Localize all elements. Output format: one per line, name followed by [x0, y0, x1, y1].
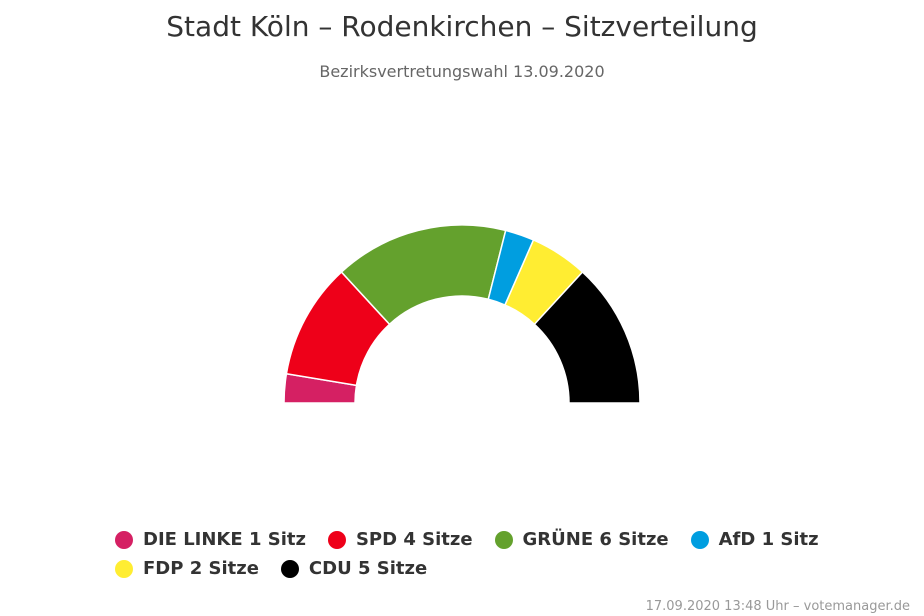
legend-swatch — [327, 530, 346, 549]
legend-row: FDP 2 Sitze CDU 5 Sitze — [0, 554, 924, 583]
legend-swatch — [280, 559, 299, 578]
legend-item-grüne[interactable]: GRÜNE 6 Sitze — [494, 529, 669, 550]
legend-label: AfD 1 Sitz — [718, 529, 819, 550]
credit-text: 17.09.2020 13:48 Uhr – votemanager.de — [645, 599, 910, 614]
chart-subtitle: Bezirksvertretungswahl 13.09.2020 — [319, 62, 605, 81]
seat-segment-cdu[interactable] — [533, 270, 641, 404]
chart-legend: DIE LINKE 1 Sitz SPD 4 Sitze GRÜNE 6 Sitze… — [0, 525, 924, 583]
legend-label: GRÜNE 6 Sitze — [522, 529, 669, 550]
legend-item-cdu[interactable]: CDU 5 Sitze — [280, 558, 428, 579]
chart-title: Stadt Köln – Rodenkirchen – Sitzverteilu… — [166, 10, 758, 43]
legend-swatch — [115, 530, 133, 549]
legend-row: DIE LINKE 1 Sitz SPD 4 Sitze GRÜNE 6 Sitze… — [0, 525, 924, 554]
legend-label: SPD 4 Sitze — [355, 529, 473, 550]
legend-label: FDP 2 Sitze — [143, 558, 259, 579]
legend-item-afd[interactable]: AfD 1 Sitz — [690, 529, 819, 550]
legend-swatch — [494, 530, 513, 549]
legend-label: CDU 5 Sitze — [308, 558, 428, 579]
legend-item-fdp[interactable]: FDP 2 Sitze — [115, 558, 259, 579]
legend-item-spd[interactable]: SPD 4 Sitze — [327, 529, 473, 550]
legend-swatch — [115, 559, 133, 578]
legend-item-die-linke[interactable]: DIE LINKE 1 Sitz — [115, 529, 306, 550]
legend-label: DIE LINKE 1 Sitz — [143, 529, 306, 550]
legend-swatch — [690, 530, 709, 549]
